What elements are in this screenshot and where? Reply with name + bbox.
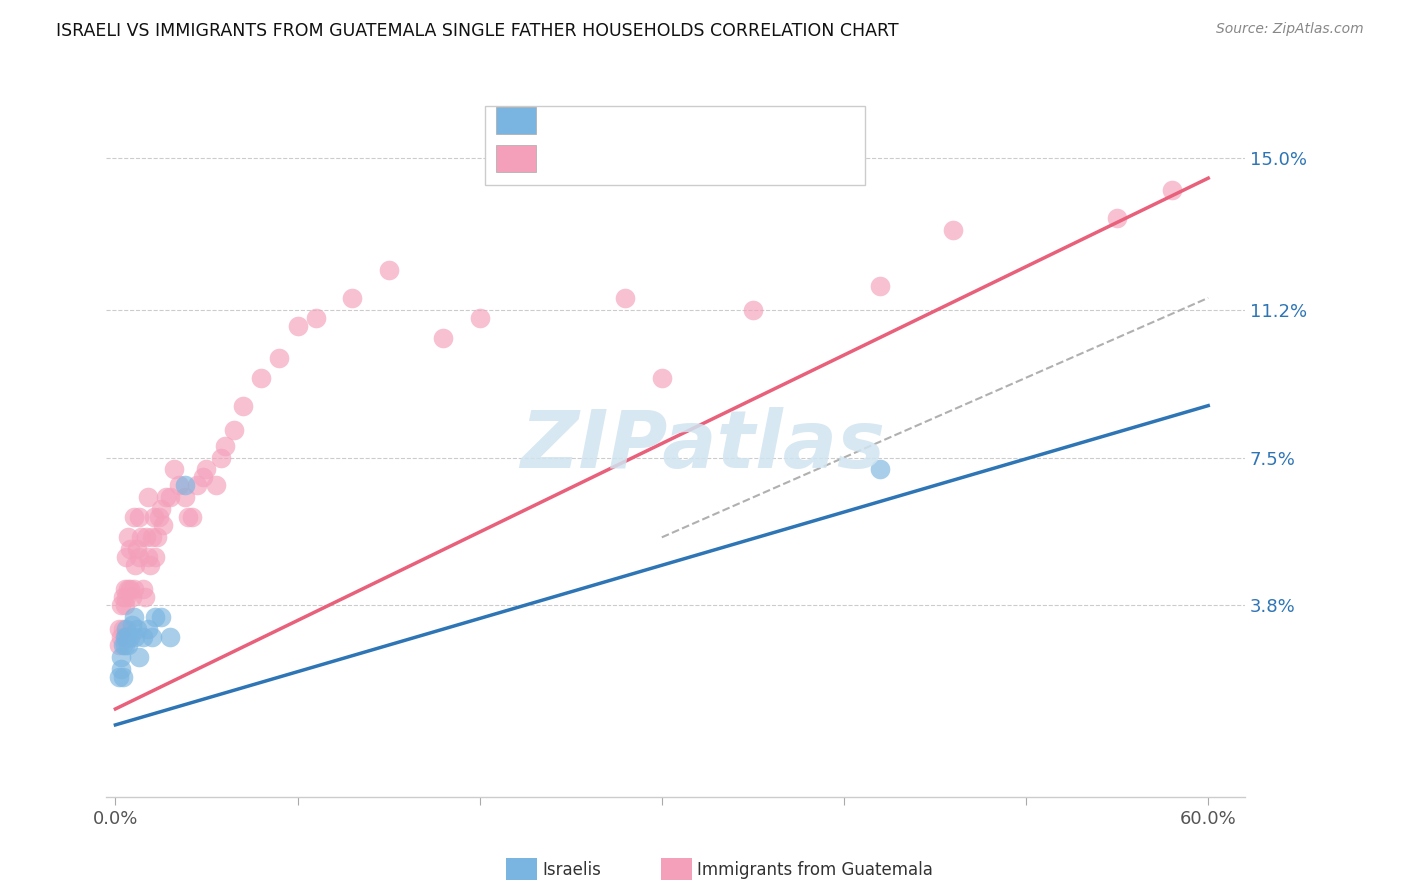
Text: R = 0.623   N = 65: R = 0.623 N = 65 [544, 154, 723, 173]
Point [152, 518, 174, 533]
Point [146, 530, 169, 544]
Point [136, 491, 159, 505]
Point [186, 478, 208, 492]
Text: ISRAELI VS IMMIGRANTS FROM GUATEMALA SINGLE FATHER HOUSEHOLDS CORRELATION CHART: ISRAELI VS IMMIGRANTS FROM GUATEMALA SIN… [56, 22, 898, 40]
Point [1160, 183, 1182, 197]
Point [159, 630, 181, 644]
Point [139, 558, 162, 573]
Point [108, 638, 131, 652]
Point [136, 550, 159, 565]
Point [127, 542, 149, 557]
Point [869, 279, 891, 293]
Point [115, 630, 138, 644]
Point [377, 263, 399, 277]
Point [250, 370, 273, 384]
Point [340, 291, 363, 305]
Text: ZIPatlas: ZIPatlas [520, 407, 886, 485]
Point [173, 491, 195, 505]
Point [132, 630, 155, 644]
Point [108, 670, 131, 684]
Point [142, 510, 165, 524]
Point [129, 530, 152, 544]
Point [114, 598, 136, 612]
Point [118, 630, 141, 644]
Point [118, 542, 141, 557]
Point [110, 662, 132, 676]
Point [136, 622, 159, 636]
Point [121, 591, 143, 605]
Point [148, 510, 170, 524]
Point [167, 478, 190, 492]
Point [108, 622, 131, 636]
Point [124, 630, 146, 644]
Point [155, 491, 177, 505]
Text: Immigrants from Guatemala: Immigrants from Guatemala [697, 861, 934, 879]
Point [614, 291, 637, 305]
Point [111, 622, 134, 636]
Point [269, 351, 291, 365]
Point [128, 510, 150, 524]
Text: Source: ZipAtlas.com: Source: ZipAtlas.com [1216, 22, 1364, 37]
Point [432, 331, 454, 345]
Point [177, 510, 200, 524]
Point [110, 630, 132, 644]
Point [468, 310, 491, 325]
Point [149, 502, 172, 516]
Point [117, 582, 139, 597]
Point [651, 370, 673, 384]
Point [141, 530, 163, 544]
Text: R = 0.675   N = 24: R = 0.675 N = 24 [544, 116, 723, 135]
Point [163, 462, 186, 476]
Point [741, 302, 763, 317]
Point [195, 462, 218, 476]
Point [204, 478, 226, 492]
Point [191, 470, 214, 484]
Point [305, 310, 328, 325]
Point [122, 582, 145, 597]
Point [132, 582, 155, 597]
Point [114, 582, 136, 597]
Point [209, 450, 232, 465]
Point [110, 598, 132, 612]
Point [118, 582, 141, 597]
Point [114, 630, 136, 644]
Point [122, 510, 145, 524]
Point [128, 650, 150, 665]
Point [135, 530, 157, 544]
Point [145, 610, 167, 624]
Point [159, 491, 181, 505]
Point [149, 610, 172, 624]
Point [1107, 211, 1129, 225]
Point [214, 438, 236, 452]
Point [111, 591, 134, 605]
Point [115, 591, 138, 605]
Point [110, 650, 132, 665]
Text: Israelis: Israelis [543, 861, 602, 879]
Point [114, 638, 136, 652]
Point [222, 423, 245, 437]
Point [869, 462, 891, 476]
Point [127, 622, 149, 636]
Point [128, 550, 150, 565]
Point [117, 638, 139, 652]
Point [942, 223, 965, 237]
Point [122, 610, 145, 624]
Point [115, 550, 138, 565]
Point [115, 622, 138, 636]
Point [117, 530, 139, 544]
Point [111, 638, 134, 652]
Point [145, 550, 167, 565]
Point [180, 510, 202, 524]
Point [232, 399, 254, 413]
Point [173, 478, 195, 492]
Point [121, 618, 143, 632]
Point [124, 558, 146, 573]
Point [287, 318, 309, 333]
Point [134, 591, 156, 605]
Point [141, 630, 163, 644]
Point [111, 670, 134, 684]
